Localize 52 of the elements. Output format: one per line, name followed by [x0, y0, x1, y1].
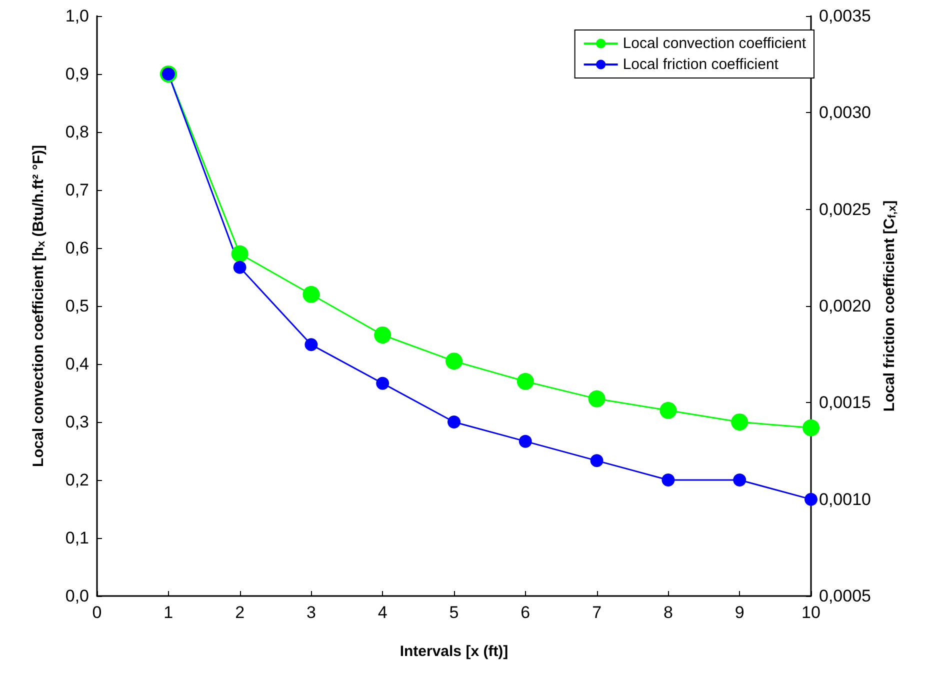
point — [660, 402, 677, 419]
y-tick-label: 0,5 — [65, 296, 89, 316]
point — [231, 245, 248, 262]
x-tick-label: 2 — [235, 603, 245, 622]
y2-tick-label: 0,0035 — [819, 6, 871, 26]
point — [733, 474, 746, 486]
point — [233, 260, 246, 274]
point — [731, 414, 748, 430]
x-tick-label: 6 — [520, 603, 530, 622]
y2-tick-label: 0,0010 — [819, 490, 871, 509]
point — [304, 338, 318, 352]
y2-tick-label: 0,0020 — [819, 296, 871, 316]
y-tick-label: 0,0 — [65, 586, 89, 606]
point — [448, 416, 460, 428]
point — [516, 372, 534, 390]
point — [590, 454, 604, 468]
legend-label: Local friction coefficient — [622, 56, 780, 73]
point — [662, 474, 675, 486]
point — [302, 286, 320, 303]
y-tick-label: 0,9 — [65, 64, 89, 84]
y-tick-label: 0,6 — [65, 238, 89, 258]
y-tick-label: 1,0 — [65, 6, 89, 26]
x-tick-label: 3 — [306, 603, 316, 622]
y-tick-label: 0,4 — [65, 354, 89, 374]
x-tick-label: 9 — [734, 603, 744, 622]
x-tick-label: 5 — [449, 603, 459, 622]
y-tick-label: 0,1 — [65, 528, 89, 548]
y-tick-label: 0,8 — [65, 122, 89, 142]
legend-label: Local convection coefficient — [622, 35, 807, 52]
y-tick-label: 0,2 — [65, 470, 89, 490]
point — [518, 434, 532, 448]
x-tick-label: 10 — [802, 603, 820, 622]
x-tick-label: 1 — [164, 603, 174, 622]
y-tick-label: 0,7 — [65, 180, 89, 200]
y2-tick-label: 0,0030 — [819, 103, 871, 122]
y2-tick-label: 0,0005 — [819, 586, 871, 606]
y2-tick-label: 0,0025 — [819, 200, 871, 219]
point — [446, 352, 462, 370]
y2-axis-title: Local friction coefficient [Cf,x] — [880, 200, 898, 412]
y2-tick-label: 0,0015 — [819, 393, 871, 412]
point — [802, 419, 820, 436]
point — [376, 376, 390, 390]
point — [374, 326, 392, 344]
y-tick-label: 0,3 — [65, 412, 89, 432]
x-tick-label: 7 — [592, 603, 602, 622]
point — [804, 492, 818, 506]
x-tick-label: 4 — [378, 603, 388, 622]
point — [588, 390, 606, 408]
x-axis-title: Intervals [x (ft)] — [400, 643, 508, 660]
x-tick-label: 8 — [663, 603, 673, 622]
x-tick-label: 0 — [92, 603, 102, 622]
y-axis-title: Local convection coefficient [hx (Btu/h.ft² °F)] — [30, 144, 48, 468]
